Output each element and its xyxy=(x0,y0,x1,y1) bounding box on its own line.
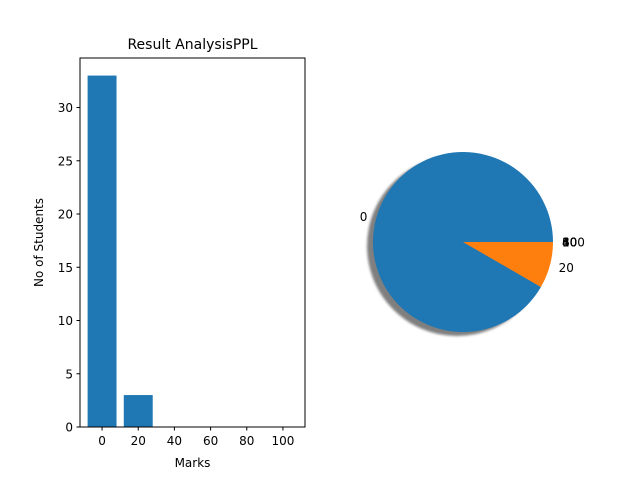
pie-slice-0 xyxy=(373,152,553,333)
x-tick-label: 100 xyxy=(271,434,294,448)
y-tick-label: 5 xyxy=(65,367,73,381)
bar-0 xyxy=(87,75,117,428)
y-tick-label: 20 xyxy=(58,208,73,222)
pie-label-20: 20 xyxy=(559,261,574,275)
bar-chart-title: Result AnalysisPPL xyxy=(127,37,257,53)
x-axis-label: Marks xyxy=(175,456,211,470)
x-tick-label: 60 xyxy=(203,434,218,448)
pie-label-100: 100 xyxy=(562,236,585,250)
x-tick-label: 80 xyxy=(239,434,254,448)
x-tick-label: 0 xyxy=(98,434,106,448)
x-tick-label: 40 xyxy=(167,434,182,448)
pie-label-40: 40 xyxy=(562,236,577,250)
x-tick-label: 20 xyxy=(131,434,146,448)
y-tick-label: 10 xyxy=(58,314,73,328)
pie-slice-20 xyxy=(463,242,553,287)
bar-chart: Result AnalysisPPL 0 20 40 60 80 100 0 5 10 15 20… xyxy=(32,37,306,470)
pie-label-0: 0 xyxy=(360,210,368,224)
bar-plot-area xyxy=(80,58,305,427)
y-tick-label: 30 xyxy=(58,101,73,115)
y-tick-label: 0 xyxy=(65,421,73,435)
bar-20 xyxy=(123,395,153,427)
y-axis-label: No of Students xyxy=(32,198,46,287)
y-tick-label: 25 xyxy=(58,154,73,168)
pie-label-60: 60 xyxy=(562,236,577,250)
bar-plot-frame xyxy=(79,57,306,428)
pie-label-80: 80 xyxy=(562,236,577,250)
y-tick-label: 15 xyxy=(58,261,73,275)
